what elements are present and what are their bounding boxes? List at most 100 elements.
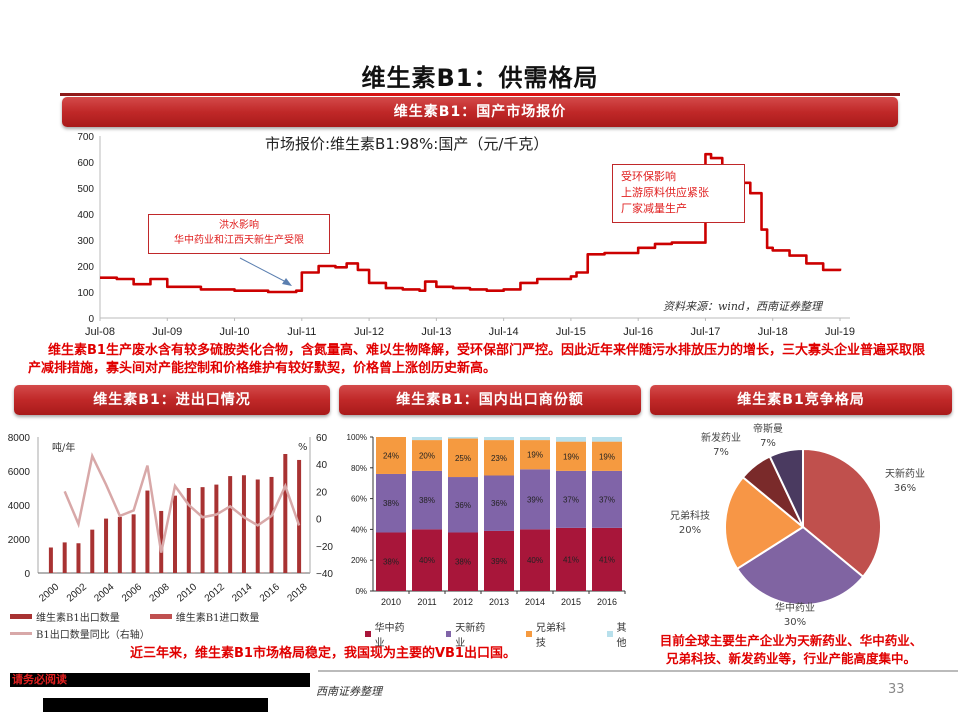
svg-text:300: 300 (77, 236, 94, 247)
annotation-env-line2: 上游原料供应紧张 (621, 186, 709, 199)
price-commentary-text: 维生素B1生产废水含有较多硫胺类化合物，含氮量高、难以生物降解，受环保部门严控。… (28, 343, 925, 376)
swatch-huazhong (365, 631, 371, 637)
pie-label-dsm-pct: 7% (760, 438, 776, 449)
legend-xiongdi-label: 兄弟科技 (535, 623, 566, 649)
pie-label-xinfa-pct: 7% (713, 447, 729, 458)
legend-swatch-import (149, 614, 172, 619)
swatch-tianxin (445, 631, 452, 637)
svg-text:2010: 2010 (381, 597, 401, 607)
svg-text:0%: 0% (355, 587, 367, 596)
price-chart-series-title: 市场报价:维生素B1:98%:国产（元/千克） (265, 135, 549, 153)
annotation-env-line1: 受环保影响 (621, 170, 676, 183)
svg-text:2013: 2013 (489, 597, 509, 607)
svg-text:41%: 41% (563, 555, 579, 564)
svg-text:2010: 2010 (175, 581, 199, 604)
svg-text:8000: 8000 (8, 433, 31, 444)
annotation-flood-line2: 华中药业和江西天新生产受限 (174, 235, 304, 246)
exporter-share-canvas: 0% 20% 40% 60% 80% 100% 38% 38% 24% 2010 40% 38% 20%… (347, 433, 626, 607)
legend-tianxin: 天新药业 (445, 619, 493, 649)
banner-competition: 维生素B1竞争格局 (650, 385, 952, 415)
export-commentary: 近三年来，维生素B1市场格局稳定，我国现为主要的VB1出口国。 (130, 646, 516, 661)
svg-text:40: 40 (316, 460, 328, 471)
footer-divider (318, 670, 958, 672)
svg-text:0: 0 (88, 314, 94, 325)
footer-source: 西南证券整理 (316, 685, 382, 698)
pie-label-huazhong-pct: 30% (783, 617, 807, 628)
svg-text:2012: 2012 (203, 581, 227, 604)
svg-text:40%: 40% (527, 556, 543, 565)
svg-text:60%: 60% (351, 495, 367, 504)
annotation-environment: 受环保影响 上游原料供应紧张 厂家减量生产 (612, 164, 745, 223)
svg-text:38%: 38% (383, 558, 399, 567)
swatch-xiongdi (526, 631, 532, 637)
footer-redacted-label: 请务必阅读 (12, 673, 67, 686)
pie-label-huazhong: 华中药业 30% (760, 602, 830, 630)
svg-text:39%: 39% (527, 495, 543, 504)
svg-text:80%: 80% (351, 464, 367, 473)
svg-text:Jul-15: Jul-15 (556, 326, 586, 338)
svg-text:41%: 41% (599, 555, 615, 564)
svg-text:19%: 19% (527, 451, 543, 460)
svg-text:0: 0 (24, 569, 30, 580)
legend-import-label: 维生素B1进口数量 (175, 613, 260, 624)
exporter-share-legend: 华中药业 天新药业 兄弟科技 其他 (365, 619, 635, 649)
svg-text:700: 700 (77, 132, 94, 143)
competition-commentary-line2: 兄弟科技、新发药业等，行业产能高度集中。 (665, 651, 916, 666)
pie-label-xiongdi-pct: 20% (678, 525, 702, 536)
svg-text:38%: 38% (455, 558, 471, 567)
svg-text:20%: 20% (351, 556, 367, 565)
competition-pie-canvas (724, 447, 882, 606)
price-commentary: 维生素B1生产废水含有较多硫胺类化合物，含氮量高、难以生物降解，受环保部门严控。… (28, 342, 928, 378)
pie-label-dsm: 帝斯曼 7% (733, 423, 803, 451)
svg-text:600: 600 (77, 158, 94, 169)
svg-text:2000: 2000 (37, 581, 61, 604)
svg-text:2000: 2000 (8, 535, 31, 546)
svg-text:Jul-10: Jul-10 (220, 326, 250, 338)
svg-text:2016: 2016 (258, 581, 282, 604)
svg-text:0: 0 (316, 515, 322, 526)
pie-label-xiongdi-name: 兄弟科技 (670, 511, 710, 522)
legend-huazhong-label: 华中药业 (374, 623, 405, 649)
page-number: 33 (888, 682, 905, 697)
svg-text:37%: 37% (563, 495, 579, 504)
pie-label-tianxin-name: 天新药业 (885, 469, 925, 480)
legend-yoy: B1出口数量同比（右轴） (10, 626, 330, 641)
swatch-other (607, 631, 613, 637)
legend-swatch-export (10, 614, 32, 619)
svg-text:Jul-18: Jul-18 (758, 326, 788, 338)
svg-text:37%: 37% (599, 495, 615, 504)
page-title: 维生素B1：供需格局 (361, 64, 599, 92)
legend-other: 其他 (607, 619, 635, 649)
svg-text:500: 500 (77, 184, 94, 195)
svg-text:2012: 2012 (453, 597, 473, 607)
footer-redacted-block-2 (43, 698, 268, 712)
svg-text:40%: 40% (419, 556, 435, 565)
svg-text:19%: 19% (599, 452, 615, 461)
legend-yoy-label: B1出口数量同比（右轴） (36, 630, 150, 641)
svg-text:23%: 23% (491, 454, 507, 463)
svg-text:2014: 2014 (525, 597, 545, 607)
svg-text:4000: 4000 (8, 501, 31, 512)
legend-swatch-yoy (10, 632, 32, 635)
svg-text:60: 60 (316, 433, 328, 444)
svg-text:−40: −40 (316, 569, 333, 580)
svg-text:Jul-13: Jul-13 (421, 326, 451, 338)
legend-other-label: 其他 (616, 623, 627, 649)
left-axis-unit: 吨/年 (52, 443, 76, 454)
legend-tianxin-label: 天新药业 (455, 623, 486, 649)
competition-commentary: 目前全球主要生产企业为天新药业、华中药业、 兄弟科技、新发药业等，行业产能高度集… (622, 632, 960, 668)
pie-label-tianxin: 天新药业 36% (870, 468, 940, 496)
svg-text:40%: 40% (351, 525, 367, 534)
svg-text:2018: 2018 (285, 581, 309, 604)
pie-label-xiongdi: 兄弟科技 20% (655, 510, 725, 538)
legend-xiongdi: 兄弟科技 (526, 619, 573, 649)
svg-text:20%: 20% (419, 451, 435, 460)
svg-text:Jul-19: Jul-19 (825, 326, 855, 338)
svg-text:Jul-14: Jul-14 (489, 326, 519, 338)
svg-text:Jul-16: Jul-16 (623, 326, 653, 338)
competition-pie-chart: 天新药业 36% 华中药业 30% 兄弟科技 20% 新发药业 7% 帝斯曼 7% (640, 420, 960, 628)
svg-text:2002: 2002 (65, 581, 89, 604)
pie-label-xinfa: 新发药业 7% (686, 432, 756, 460)
svg-text:Jul-09: Jul-09 (152, 326, 182, 338)
svg-text:2014: 2014 (230, 581, 254, 604)
